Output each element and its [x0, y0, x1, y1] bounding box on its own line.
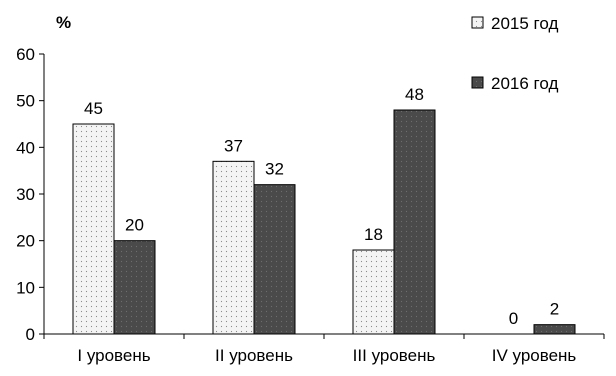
y-tick-label: 10 [16, 278, 35, 297]
bar-2015 [212, 160, 255, 335]
bar-2016 [253, 184, 296, 335]
bar-2016 [113, 240, 156, 335]
bar-2016 [393, 109, 436, 335]
category-label: IV уровень [492, 346, 577, 365]
y-tick-label: 40 [16, 138, 35, 157]
y-tick-label: 0 [26, 325, 35, 344]
data-label: 48 [405, 85, 424, 104]
bar-2015 [72, 123, 115, 335]
y-tick-label: 30 [16, 185, 35, 204]
data-label: 32 [265, 160, 284, 179]
category-label: III уровень [353, 346, 436, 365]
legend-label-2015: 2015 год [491, 14, 558, 33]
category-label: I уровень [77, 346, 150, 365]
data-labels: 45 37 18 0 20 32 48 2 [84, 85, 559, 328]
legend-swatch-2015 [471, 16, 484, 29]
legend-swatch-2016 [471, 76, 484, 89]
y-tick-label: 20 [16, 232, 35, 251]
category-labels: I уровень II уровень III уровень IV уровень [43, 334, 605, 365]
y-tick-label: 60 [16, 45, 35, 64]
category-label: II уровень [215, 346, 293, 365]
data-label: 45 [84, 99, 103, 118]
legend: 2015 год 2016 год [471, 14, 558, 93]
data-label: 37 [224, 136, 243, 155]
y-unit-label: % [56, 13, 71, 32]
bar-2016 [533, 324, 576, 335]
data-label: 2 [550, 300, 559, 319]
data-label: 18 [364, 225, 383, 244]
data-label: 20 [125, 216, 144, 235]
bar-2015 [352, 249, 395, 335]
y-tick-label: 50 [16, 92, 35, 111]
legend-label-2016: 2016 год [491, 74, 558, 93]
data-label: 0 [509, 309, 518, 328]
bars [72, 109, 576, 335]
